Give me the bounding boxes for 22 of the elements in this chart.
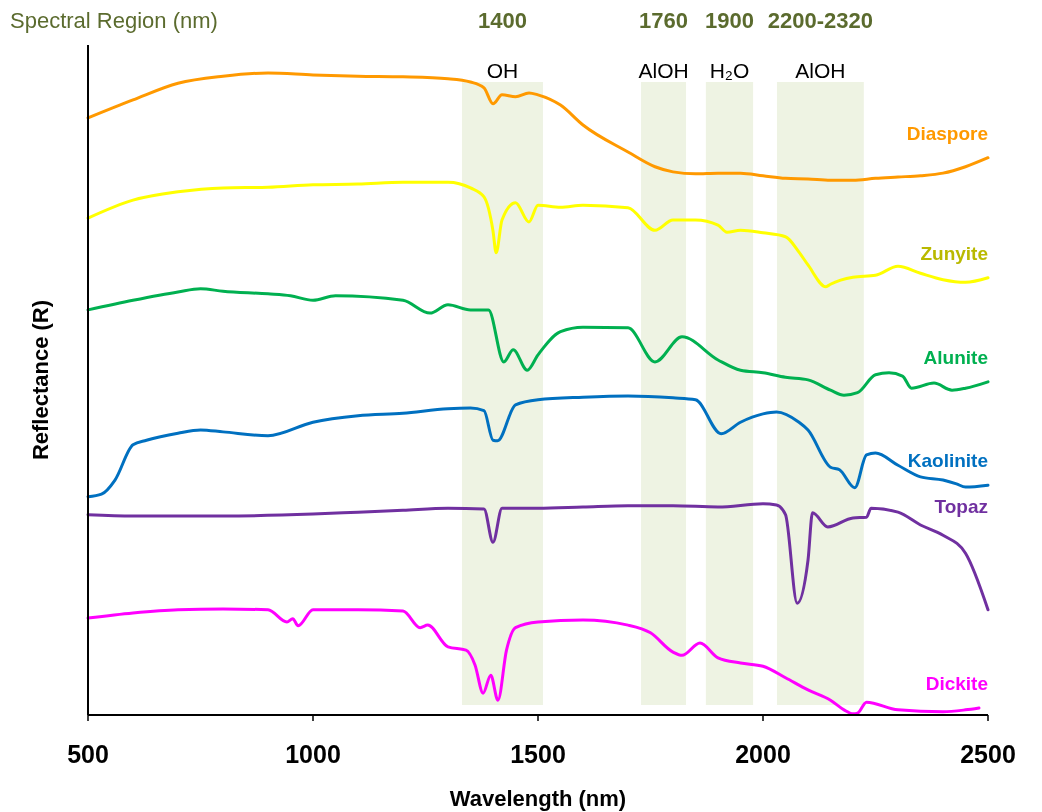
series-label: Topaz xyxy=(934,495,988,517)
series-label: Dickite xyxy=(925,672,988,694)
band-label: H₂O xyxy=(709,59,750,82)
text: 1900 xyxy=(705,8,754,33)
y-axis-title: Reflectance (R) xyxy=(28,299,53,461)
band-label: OH xyxy=(486,59,519,82)
x-tick-label: 500 xyxy=(67,740,109,768)
series-label: Diaspore xyxy=(906,122,988,144)
series-label: Zunyite xyxy=(920,242,988,264)
band-label: AlOH xyxy=(795,59,846,82)
text: Spectral Region (nm) xyxy=(10,8,218,33)
series-label: Alunite xyxy=(923,346,988,368)
text: 1400 xyxy=(477,8,527,33)
x-tick-label: 2500 xyxy=(960,740,1016,768)
x-tick-label: 1500 xyxy=(510,740,566,768)
x-tick-label: 2000 xyxy=(735,740,791,768)
band-label: AlOH xyxy=(638,59,689,82)
x-tick-label: 1000 xyxy=(285,740,341,768)
text: 2200-2320 xyxy=(767,8,873,33)
x-axis-title: Wavelength (nm) xyxy=(449,786,627,811)
text: 1760 xyxy=(639,8,689,33)
series-label: Kaolinite xyxy=(907,450,988,472)
